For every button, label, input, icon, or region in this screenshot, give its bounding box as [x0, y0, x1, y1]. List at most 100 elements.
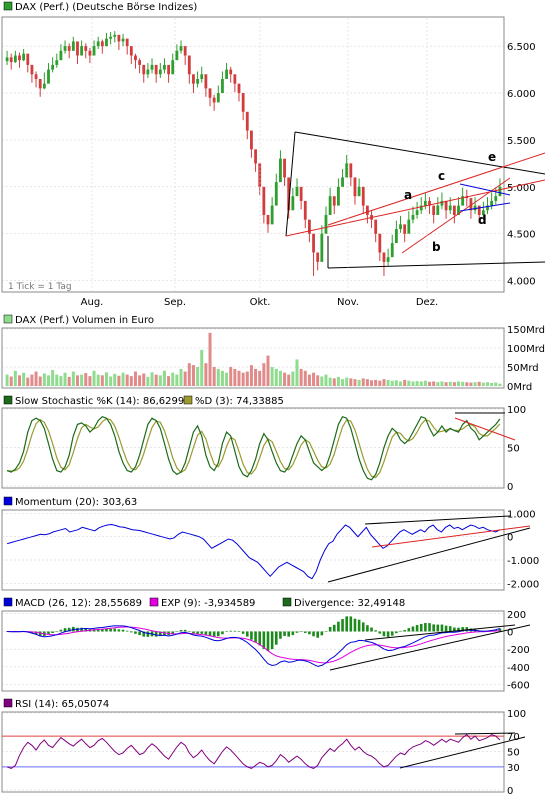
candle-body [208, 88, 212, 98]
macd-tick-label: -400 [507, 663, 530, 674]
macd-histogram-bar [154, 631, 158, 637]
candle-body [67, 46, 71, 51]
volume-bar [278, 370, 282, 386]
volume-bar [30, 374, 34, 386]
macd-histogram-bar [419, 623, 423, 632]
rsi-legend-swatch [3, 698, 13, 708]
volume-bar [299, 368, 303, 386]
candle-body [332, 196, 336, 206]
macd-trend-upper [364, 624, 516, 641]
candle-body [490, 200, 494, 206]
volume-bar [332, 378, 336, 386]
macd-histogram-bar [96, 628, 100, 632]
macd-histogram-bar [428, 623, 431, 632]
macd-histogram-bar [457, 627, 460, 632]
macd-histogram-bar [266, 631, 270, 651]
volume-bar [494, 382, 498, 386]
volume-bar [498, 383, 502, 386]
macd-histogram-bar [370, 627, 373, 632]
price-plot-frame [1, 16, 505, 293]
volume-bar [461, 381, 465, 386]
macd-histogram-bar [101, 629, 104, 632]
macd-histogram-bar [134, 631, 137, 634]
candle-body [353, 177, 357, 197]
triangle-blue-upper [459, 183, 511, 196]
candle-body [337, 186, 340, 206]
volume-bar [432, 381, 436, 386]
macd-histogram-bar [378, 631, 382, 634]
macd-histogram-bar [47, 631, 50, 635]
volume-bar [55, 374, 59, 386]
volume-bar [196, 367, 200, 386]
macd-histogram-bar [109, 628, 112, 632]
volume-bar [295, 359, 299, 386]
candle-body [34, 74, 38, 79]
candle-body [204, 74, 208, 89]
candle-body [399, 224, 402, 230]
macd-histogram-bar [295, 631, 299, 633]
candle-body [361, 186, 365, 206]
macd-histogram-bar [204, 631, 208, 635]
candle-body [457, 205, 460, 215]
macd-trend-lower [329, 624, 531, 671]
volume-bar [411, 381, 415, 386]
candle-body [221, 78, 224, 94]
candle-body [283, 158, 286, 178]
candle-body [88, 50, 92, 56]
month-label: Aug. [81, 297, 104, 308]
macd-histogram-bar [287, 631, 291, 637]
volume-bar [237, 370, 241, 386]
candle-body [390, 243, 394, 258]
candle-body [328, 196, 332, 215]
macd-histogram-bar [80, 627, 83, 632]
macd-histogram-bar [225, 631, 228, 632]
macd-histogram-bar [395, 631, 398, 634]
candle-body [117, 34, 121, 42]
volume-bar [125, 374, 129, 386]
candle-body [13, 55, 17, 63]
mom-trend-lower [327, 527, 531, 583]
volume-bar [469, 382, 473, 386]
macd-histogram-bar [212, 631, 216, 637]
macd-histogram-bar [229, 630, 233, 632]
volume-bar [154, 374, 158, 386]
price-legend-swatch [3, 1, 13, 11]
macd-tick-label: -600 [507, 681, 530, 692]
candle-body [394, 229, 398, 244]
volume-bar [399, 381, 403, 386]
price-legend: DAX (Perf.) (Deutsche Börse Indizes) [15, 2, 197, 13]
candle-body [486, 205, 489, 211]
volume-bar [490, 382, 494, 386]
macd-histogram-bar [258, 631, 262, 646]
candle-body [175, 50, 179, 61]
rsi-tick-label: 100 [507, 709, 526, 720]
month-label: Okt. [250, 297, 271, 308]
volume-bar [378, 380, 382, 386]
candle-body [233, 74, 237, 84]
candle-body [291, 196, 295, 211]
candle-body [121, 38, 125, 42]
macd-histogram-bar [390, 631, 394, 636]
price-tick-label: 5.000 [507, 183, 536, 194]
volume-bar [374, 379, 378, 386]
candle-body [18, 55, 21, 61]
candle-body [320, 233, 324, 262]
candle-body [5, 57, 9, 62]
candle-body [303, 200, 307, 220]
macd-tick-label: -200 [507, 645, 530, 656]
candle-body [250, 130, 253, 150]
price-tick-label: 6.500 [507, 42, 536, 53]
rsi-legend: RSI (14): 65,05074 [15, 699, 109, 710]
volume-bar [258, 370, 262, 386]
macd-histogram-bar [233, 630, 237, 632]
macd-histogram-bar [5, 631, 9, 632]
volume-bar [465, 382, 469, 386]
candle-body [142, 64, 146, 75]
macd-histogram-bar [105, 628, 108, 632]
price-tick-label: 4.000 [507, 277, 536, 288]
rsi-tick-label: 0 [507, 786, 513, 797]
volume-bar [386, 379, 390, 386]
annotation-d: d [478, 213, 487, 227]
month-label: Sep. [164, 297, 186, 308]
momentum-tick-label: 1.000 [507, 509, 536, 520]
